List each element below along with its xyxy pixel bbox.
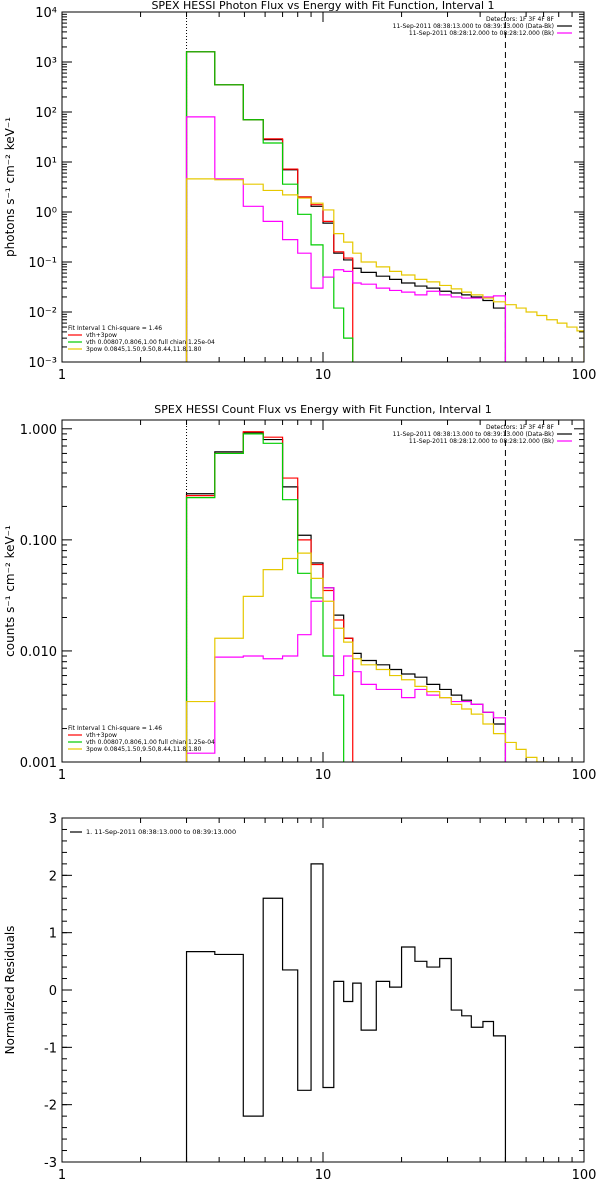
y-tick-label: 10² — [35, 106, 57, 121]
series-line-4 — [185, 552, 548, 762]
x-tick-label: 100 — [572, 768, 597, 783]
series-line-2 — [185, 51, 354, 362]
legend-entry: Detectors: 1F 3F 4F 8F — [486, 16, 555, 23]
x-tick-label: 1 — [58, 1168, 66, 1183]
series-line-3 — [185, 587, 507, 762]
y-tick-label: 0.010 — [20, 645, 57, 660]
legend-entry: 1. 11-Sep-2011 08:38:13.000 to 08:39:13.… — [86, 828, 236, 836]
x-tick-label: 100 — [572, 1168, 597, 1183]
legend-entry: vth+3pow — [86, 732, 117, 739]
plot-frame — [61, 817, 585, 1163]
chart-title: SPEX HESSI Photon Flux vs Energy with Fi… — [151, 0, 494, 12]
y-tick-label: -2 — [44, 1099, 57, 1114]
legend-entry: vth 0.00807,0.806,1.00 full chian 1.25e-… — [86, 339, 215, 346]
legend-entry: 3pow 0.0845,1.50,9.50,8.44,11.8,1.80 — [86, 746, 202, 753]
series-group — [185, 863, 507, 1162]
x-tick-label: 1 — [58, 768, 66, 783]
legend-entry: 3pow 0.0845,1.50,9.50,8.44,11.8,1.80 — [86, 346, 202, 353]
x-tick-label: 10 — [315, 768, 332, 783]
y-tick-label: 0.001 — [20, 756, 57, 771]
legend-entry: 11-Sep-2011 08:28:12.000 to 08:28:12.000… — [409, 438, 554, 445]
y-tick-label: 0 — [49, 984, 57, 999]
series-line-3 — [185, 116, 507, 362]
series-line-4 — [185, 178, 584, 362]
y-tick-label: 10⁴ — [35, 6, 57, 21]
legend-entry: Fit Interval 1 Chi-square = 1.46 — [68, 725, 162, 732]
legend-entry: 11-Sep-2011 08:38:13.000 to 08:39:13.000… — [393, 431, 554, 438]
count-flux-panel: SPEX HESSI Count Flux vs Energy with Fit… — [3, 403, 597, 783]
series-line-0 — [185, 51, 507, 362]
x-tick-label: 1 — [58, 368, 66, 383]
y-axis-label: Normalized Residuals — [3, 926, 17, 1055]
x-tick-label: 10 — [315, 368, 332, 383]
legend-entry: vth+3pow — [86, 332, 117, 339]
legend-entry: Detectors: 1F 3F 4F 8F — [486, 424, 555, 431]
y-tick-label: 10⁻¹ — [28, 256, 57, 271]
y-tick-label: 2 — [49, 869, 57, 884]
y-tick-label: 10⁻² — [28, 306, 57, 321]
y-tick-label: 3 — [49, 812, 57, 827]
y-tick-label: 0.100 — [20, 534, 57, 549]
y-tick-label: 10³ — [35, 56, 57, 71]
series-group — [185, 431, 548, 762]
series-line-2 — [185, 433, 345, 762]
y-axis-label: counts s⁻¹ cm⁻² keV⁻¹ — [3, 525, 17, 657]
y-tick-label: 10⁰ — [35, 206, 57, 221]
chart-title: SPEX HESSI Count Flux vs Energy with Fit… — [154, 403, 491, 416]
legend-entry: vth 0.00807,0.806,1.00 full chian 1.25e-… — [86, 739, 215, 746]
y-tick-label: 10⁻³ — [28, 356, 57, 371]
legend-entry: Fit Interval 1 Chi-square = 1.46 — [68, 325, 162, 332]
y-tick-label: 10¹ — [35, 156, 57, 171]
plot-frame — [61, 11, 585, 363]
series-group — [185, 51, 584, 362]
y-axis-label: photons s⁻¹ cm⁻² keV⁻¹ — [3, 117, 17, 257]
y-tick-label: -1 — [44, 1041, 57, 1056]
y-tick-label: -3 — [44, 1156, 57, 1171]
x-tick-label: 10 — [315, 1168, 332, 1183]
photon-flux-panel: SPEX HESSI Photon Flux vs Energy with Fi… — [3, 0, 596, 383]
series-line-0 — [185, 432, 507, 762]
legend-entry: 11-Sep-2011 08:38:13.000 to 08:39:13.000… — [393, 23, 554, 30]
series-line-0 — [185, 863, 507, 1162]
x-tick-label: 100 — [572, 368, 597, 383]
y-tick-label: 1.000 — [20, 423, 57, 438]
y-tick-label: 1 — [49, 927, 57, 942]
legend-entry: 11-Sep-2011 08:28:12.000 to 08:28:12.000… — [409, 30, 554, 37]
plot-frame — [61, 419, 585, 763]
